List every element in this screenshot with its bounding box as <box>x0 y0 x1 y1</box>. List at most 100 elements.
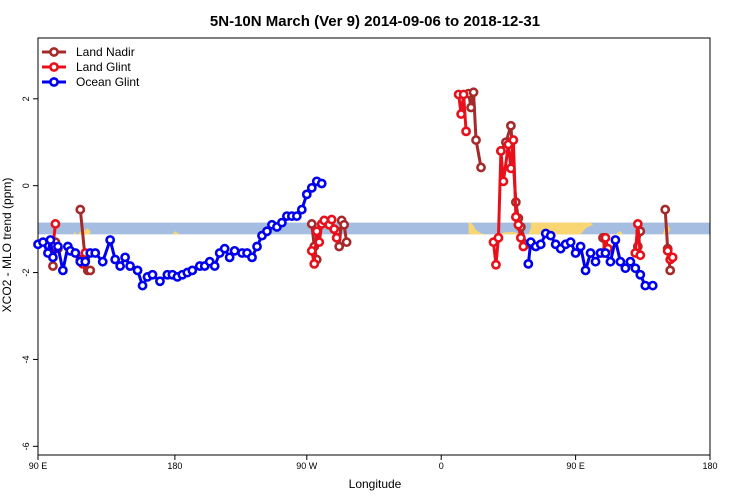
legend-entry: Ocean Glint <box>76 75 140 89</box>
y-tick-label: -4 <box>21 355 31 363</box>
data-point <box>493 232 504 243</box>
data-point <box>110 254 121 265</box>
data-point <box>316 178 327 189</box>
data-point <box>314 237 325 248</box>
data-point <box>80 256 91 267</box>
land-shading-0 <box>77 228 91 235</box>
data-point <box>535 239 546 250</box>
data-point <box>667 252 678 263</box>
data-point <box>105 235 116 245</box>
y-axis: -6 -4 -2 0 2 <box>21 96 38 450</box>
data-point <box>565 237 576 248</box>
data-point <box>132 265 143 276</box>
data-point <box>309 258 320 269</box>
data-point <box>125 261 135 271</box>
series-land-glint <box>45 89 678 270</box>
data-point <box>115 261 126 271</box>
land-shading-2 <box>172 231 180 235</box>
series-ocean-glint <box>33 176 658 291</box>
data-point <box>523 258 534 269</box>
reference-band <box>38 222 710 235</box>
land-shading-3 <box>468 222 594 235</box>
data-point <box>120 252 131 263</box>
data-point <box>580 265 591 276</box>
data-point <box>97 256 108 267</box>
x-axis-label: Longitude <box>349 477 402 491</box>
data-point <box>147 269 158 280</box>
data-point <box>635 250 646 261</box>
data-point <box>70 248 81 258</box>
legend-marker <box>49 77 59 87</box>
data-point <box>491 259 501 270</box>
data-point <box>306 245 317 256</box>
data-point <box>329 224 340 235</box>
legend-marker <box>49 62 59 72</box>
data-point <box>513 219 524 230</box>
data-point <box>224 252 235 263</box>
data-point <box>48 261 58 271</box>
data-point <box>518 241 529 252</box>
chart-title: 5N-10N March (Ver 9) 2014-09-06 to 2018-… <box>210 13 540 30</box>
data-point <box>334 241 345 252</box>
y-tick-label: 0 <box>21 183 31 188</box>
data-point <box>456 109 467 119</box>
data-point <box>137 280 148 291</box>
data-point <box>45 235 56 245</box>
data-point <box>615 256 626 267</box>
x-tick-label: 180 <box>702 461 717 471</box>
data-point <box>458 89 469 100</box>
data-point <box>38 237 48 248</box>
land-shading-4 <box>615 230 623 235</box>
data-point <box>515 232 526 243</box>
legend-entry: Land Glint <box>76 60 131 74</box>
data-point <box>262 226 272 237</box>
data-point <box>277 217 287 228</box>
data-point <box>468 87 479 98</box>
data-point <box>632 219 643 229</box>
x-tick-label: 0 <box>439 461 444 471</box>
data-point <box>600 248 611 258</box>
x-tick-label: 90 E <box>566 461 585 471</box>
data-point <box>48 252 58 263</box>
data-point <box>640 280 651 291</box>
data-point <box>229 245 240 256</box>
data-point <box>53 241 63 252</box>
y-tick-label: 2 <box>21 96 31 101</box>
x-axis: 90 E 180 90 W 0 90 E 180 <box>29 455 718 471</box>
data-point <box>476 162 486 173</box>
data-point <box>326 214 337 225</box>
data-point <box>505 120 516 131</box>
data-point <box>247 252 257 263</box>
data-point <box>339 219 350 230</box>
data-point <box>306 182 317 193</box>
data-point <box>75 204 86 215</box>
data-point <box>471 135 481 145</box>
data-point <box>311 226 322 237</box>
data-point <box>647 280 658 291</box>
data-point <box>209 261 220 271</box>
data-point <box>620 263 631 274</box>
data-point <box>665 265 676 276</box>
data-point <box>496 146 506 156</box>
data-point <box>187 265 198 276</box>
x-tick-label: 90 W <box>296 461 318 471</box>
data-point <box>660 204 671 215</box>
data-point <box>510 212 521 222</box>
data-point <box>545 230 556 241</box>
data-point <box>605 256 616 267</box>
data-point <box>575 241 586 252</box>
data-point <box>252 241 262 252</box>
data-point <box>301 189 312 200</box>
data-point <box>331 232 342 243</box>
y-tick-label: -6 <box>21 442 31 450</box>
band-rect <box>38 222 710 235</box>
data-point <box>600 232 611 243</box>
data-point <box>57 265 68 276</box>
data-point <box>219 243 230 254</box>
data-point <box>466 102 476 113</box>
data-point <box>570 248 581 258</box>
data-point <box>296 204 307 215</box>
data-point <box>590 256 601 267</box>
data-point <box>155 276 165 287</box>
